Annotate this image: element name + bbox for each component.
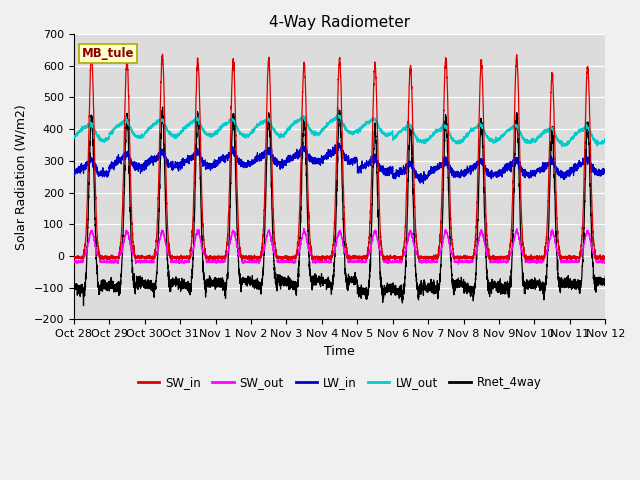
SW_in: [489, 256, 497, 262]
SW_out: [489, 260, 497, 266]
Rnet_4way: [602, 274, 609, 279]
SW_in: [601, 254, 609, 260]
Y-axis label: Solar Radiation (W/m2): Solar Radiation (W/m2): [15, 104, 28, 250]
SW_in: [602, 253, 609, 259]
SW_out: [429, 259, 437, 264]
LW_in: [489, 172, 497, 178]
X-axis label: Time: Time: [324, 345, 355, 358]
Rnet_4way: [159, 104, 166, 110]
Line: Rnet_4way: Rnet_4way: [74, 107, 605, 306]
SW_in: [320, 255, 328, 261]
SW_in: [429, 255, 437, 261]
LW_out: [70, 135, 77, 141]
Text: MB_tule: MB_tule: [82, 47, 134, 60]
LW_in: [459, 171, 467, 177]
SW_out: [459, 260, 467, 265]
Legend: SW_in, SW_out, LW_in, LW_out, Rnet_4way: SW_in, SW_out, LW_in, LW_out, Rnet_4way: [133, 371, 546, 394]
SW_out: [300, 226, 308, 231]
LW_in: [165, 162, 173, 168]
SW_out: [602, 259, 609, 264]
SW_in: [159, 51, 166, 57]
SW_in: [166, 245, 173, 251]
LW_in: [602, 167, 609, 172]
LW_out: [601, 136, 609, 142]
LW_out: [489, 139, 497, 145]
Line: LW_out: LW_out: [74, 115, 605, 146]
Line: LW_in: LW_in: [74, 143, 605, 184]
LW_out: [429, 132, 437, 138]
Rnet_4way: [70, 285, 77, 290]
Rnet_4way: [166, 285, 173, 291]
LW_in: [319, 156, 327, 161]
Title: 4-Way Radiometer: 4-Way Radiometer: [269, 15, 410, 30]
Rnet_4way: [459, 281, 467, 287]
LW_in: [334, 140, 342, 145]
Rnet_4way: [489, 283, 497, 289]
SW_out: [454, 261, 462, 267]
LW_in: [601, 170, 609, 176]
LW_out: [602, 138, 609, 144]
SW_out: [601, 261, 609, 266]
SW_out: [70, 259, 77, 264]
LW_in: [420, 181, 428, 187]
Rnet_4way: [429, 287, 437, 293]
Rnet_4way: [601, 280, 609, 286]
LW_in: [70, 172, 77, 178]
LW_out: [459, 137, 467, 143]
SW_out: [165, 251, 173, 257]
Line: SW_in: SW_in: [74, 54, 605, 260]
SW_in: [70, 254, 77, 260]
LW_out: [335, 112, 342, 118]
LW_out: [558, 144, 566, 149]
SW_in: [319, 257, 326, 263]
Line: SW_out: SW_out: [74, 228, 605, 264]
LW_out: [319, 126, 327, 132]
SW_in: [459, 254, 467, 260]
Rnet_4way: [79, 303, 87, 309]
SW_out: [320, 259, 328, 264]
LW_in: [429, 169, 437, 175]
Rnet_4way: [320, 280, 328, 286]
LW_out: [165, 131, 173, 136]
